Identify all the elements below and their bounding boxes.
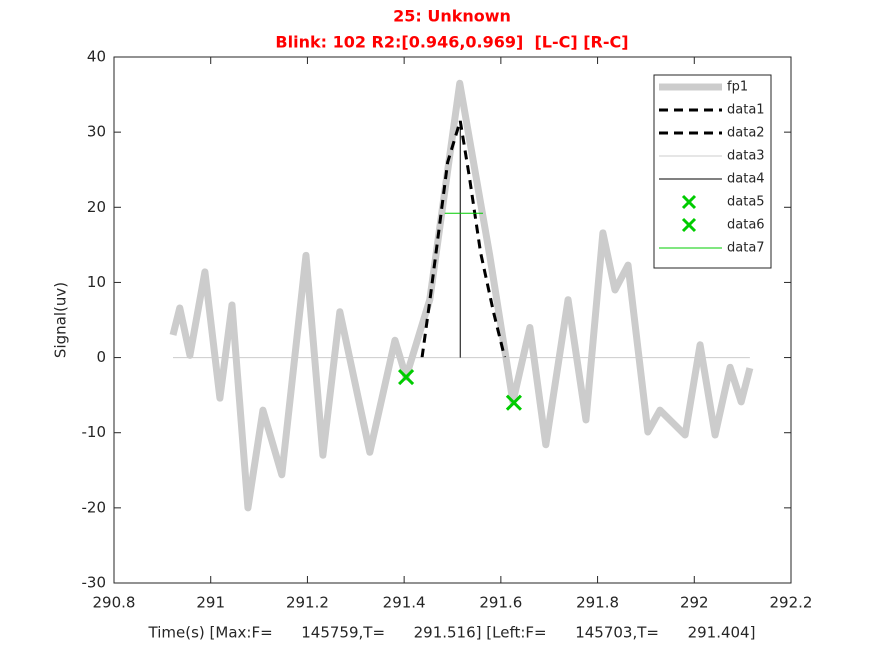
y-tick-label: -30	[82, 574, 107, 592]
legend-box	[653, 74, 772, 269]
legend-label: data4	[727, 172, 765, 187]
x-tick-label: 290.8	[93, 594, 136, 612]
x-tick-label: 291.2	[286, 594, 329, 612]
x-tick-label: 292	[680, 594, 709, 612]
series-line	[458, 120, 507, 358]
series-line	[169, 79, 754, 512]
legend-label: fp1	[727, 80, 748, 95]
marker-x	[505, 394, 522, 411]
y-tick-label: -20	[82, 498, 107, 516]
x-tick-label: 291.8	[576, 594, 619, 612]
series-line	[420, 120, 462, 358]
y-tick-label: 40	[87, 48, 106, 66]
y-tick-label: 10	[87, 273, 106, 291]
legend-label: data2	[727, 126, 765, 141]
x-tick-label: 291.6	[479, 594, 522, 612]
y-tick-label: 0	[96, 348, 106, 366]
x-tick-label: 291.4	[383, 594, 426, 612]
x-tick-label: 292.2	[770, 594, 813, 612]
y-tick-label: 30	[87, 123, 106, 141]
axes-box	[113, 56, 792, 584]
x-tick-label: 291	[196, 594, 225, 612]
legend-label: data5	[727, 195, 765, 210]
chart-subtitle: Blink: 102 R2:[0.946,0.969] [L-C] [R-C]	[275, 33, 628, 52]
legend-marker	[681, 194, 697, 210]
legend-label: data6	[727, 218, 765, 233]
y-axis-label: Signal(uv)	[52, 282, 70, 358]
legend-marker	[681, 217, 697, 233]
marker-x	[398, 369, 415, 386]
y-tick-label: 20	[87, 198, 106, 216]
legend-label: data7	[727, 241, 765, 256]
legend-label: data3	[727, 149, 765, 164]
y-tick-label: -10	[82, 423, 107, 441]
x-axis-label: Time(s) [Max:F= 145759,T= 291.516] [Left…	[148, 624, 756, 642]
chart-title: 25: Unknown	[393, 7, 511, 26]
legend-label: data1	[727, 103, 765, 118]
